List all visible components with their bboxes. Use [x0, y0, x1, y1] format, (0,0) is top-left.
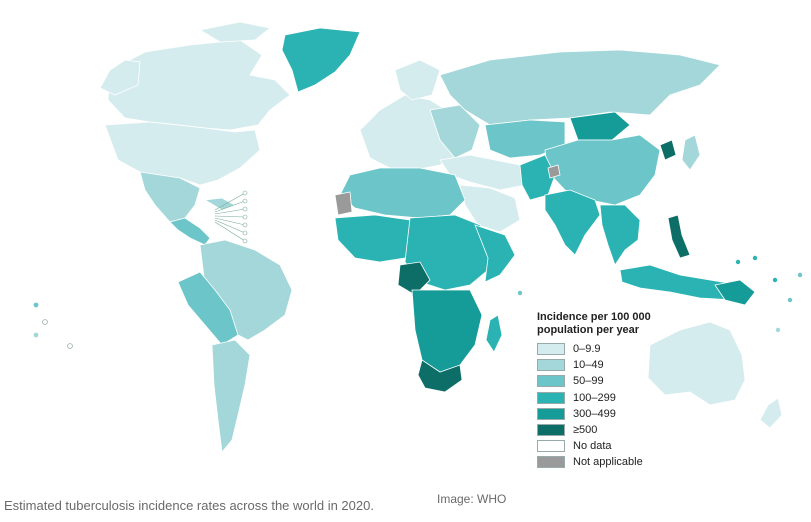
region-greenland	[281, 27, 361, 93]
figure-caption: Estimated tuberculosis incidence rates a…	[4, 498, 374, 513]
legend-label: ≥500	[573, 424, 598, 437]
legend-item: 100–299	[537, 390, 697, 406]
legend-swatch	[537, 359, 565, 372]
legend-swatch	[537, 456, 565, 469]
region-east-africa	[474, 224, 516, 283]
region-scandinavia	[394, 59, 441, 101]
region-western-sahara	[334, 191, 353, 216]
region-india	[544, 189, 601, 256]
island-marker	[775, 327, 781, 333]
world-map	[33, 21, 803, 453]
region-japan	[681, 134, 701, 171]
island-marker	[33, 332, 39, 338]
map-legend: Incidence per 100 000 population per yea…	[537, 311, 697, 471]
caribbean-callout	[214, 190, 248, 244]
region-australia	[647, 321, 746, 406]
region-southeast-asia	[599, 204, 641, 266]
legend-label: 100–299	[573, 391, 616, 404]
island-marker	[33, 302, 39, 308]
legend-title: Incidence per 100 000 population per yea…	[537, 311, 697, 337]
legend-label: Not applicable	[573, 456, 643, 469]
region-central-america	[169, 217, 211, 246]
island-marker	[42, 319, 48, 325]
legend-item: No data	[537, 438, 697, 454]
island-marker	[67, 343, 73, 349]
island-marker	[787, 297, 793, 303]
legend-item: 50–99	[537, 373, 697, 389]
island-marker	[772, 277, 778, 283]
region-north-korea	[659, 139, 677, 161]
region-gabon-congo	[397, 261, 431, 296]
region-philippines	[667, 214, 691, 259]
region-southern-cone	[211, 339, 251, 453]
region-arabia	[459, 184, 521, 233]
region-mongolia	[569, 111, 631, 141]
legend-label: 300–499	[573, 407, 616, 420]
legend-item: 10–49	[537, 357, 697, 373]
legend-label: 50–99	[573, 375, 604, 388]
legend-swatch	[537, 343, 565, 356]
legend-swatch	[537, 424, 565, 437]
region-west-africa	[334, 214, 421, 263]
region-new-zealand	[759, 397, 783, 429]
region-peru-bolivia	[177, 271, 239, 346]
legend-label: No data	[573, 440, 612, 453]
legend-item: 300–499	[537, 406, 697, 422]
legend-item: Not applicable	[537, 454, 697, 470]
legend-swatch	[537, 391, 565, 404]
legend-item: ≥500	[537, 422, 697, 438]
region-south-africa	[417, 359, 463, 393]
legend-label: 0–9.9	[573, 343, 601, 356]
region-southern-africa	[411, 289, 483, 379]
island-marker	[735, 259, 741, 265]
legend-label: 10–49	[573, 359, 604, 372]
legend-title-line2: population per year	[537, 324, 640, 336]
region-usa	[104, 121, 261, 186]
legend-items: 0–9.9 10–49 50–99 100–299 300–499 ≥500 No data…	[537, 341, 697, 471]
region-russia	[439, 49, 721, 126]
legend-title-line1: Incidence per 100 000	[537, 311, 651, 323]
region-alaska	[99, 59, 141, 96]
region-papua	[714, 279, 756, 306]
region-arctic-islands	[198, 21, 271, 43]
island-marker	[752, 255, 758, 261]
region-china	[544, 134, 661, 206]
island-marker	[797, 272, 803, 278]
legend-swatch	[537, 375, 565, 388]
image-credit: Image: WHO	[437, 492, 507, 506]
island-marker	[517, 290, 523, 296]
legend-item: 0–9.9	[537, 341, 697, 357]
region-north-africa	[339, 167, 466, 219]
legend-swatch	[537, 440, 565, 453]
region-madagascar	[485, 314, 503, 353]
legend-swatch	[537, 407, 565, 420]
region-not-applicable-kashmir	[547, 164, 561, 179]
region-caribbean	[203, 197, 236, 211]
